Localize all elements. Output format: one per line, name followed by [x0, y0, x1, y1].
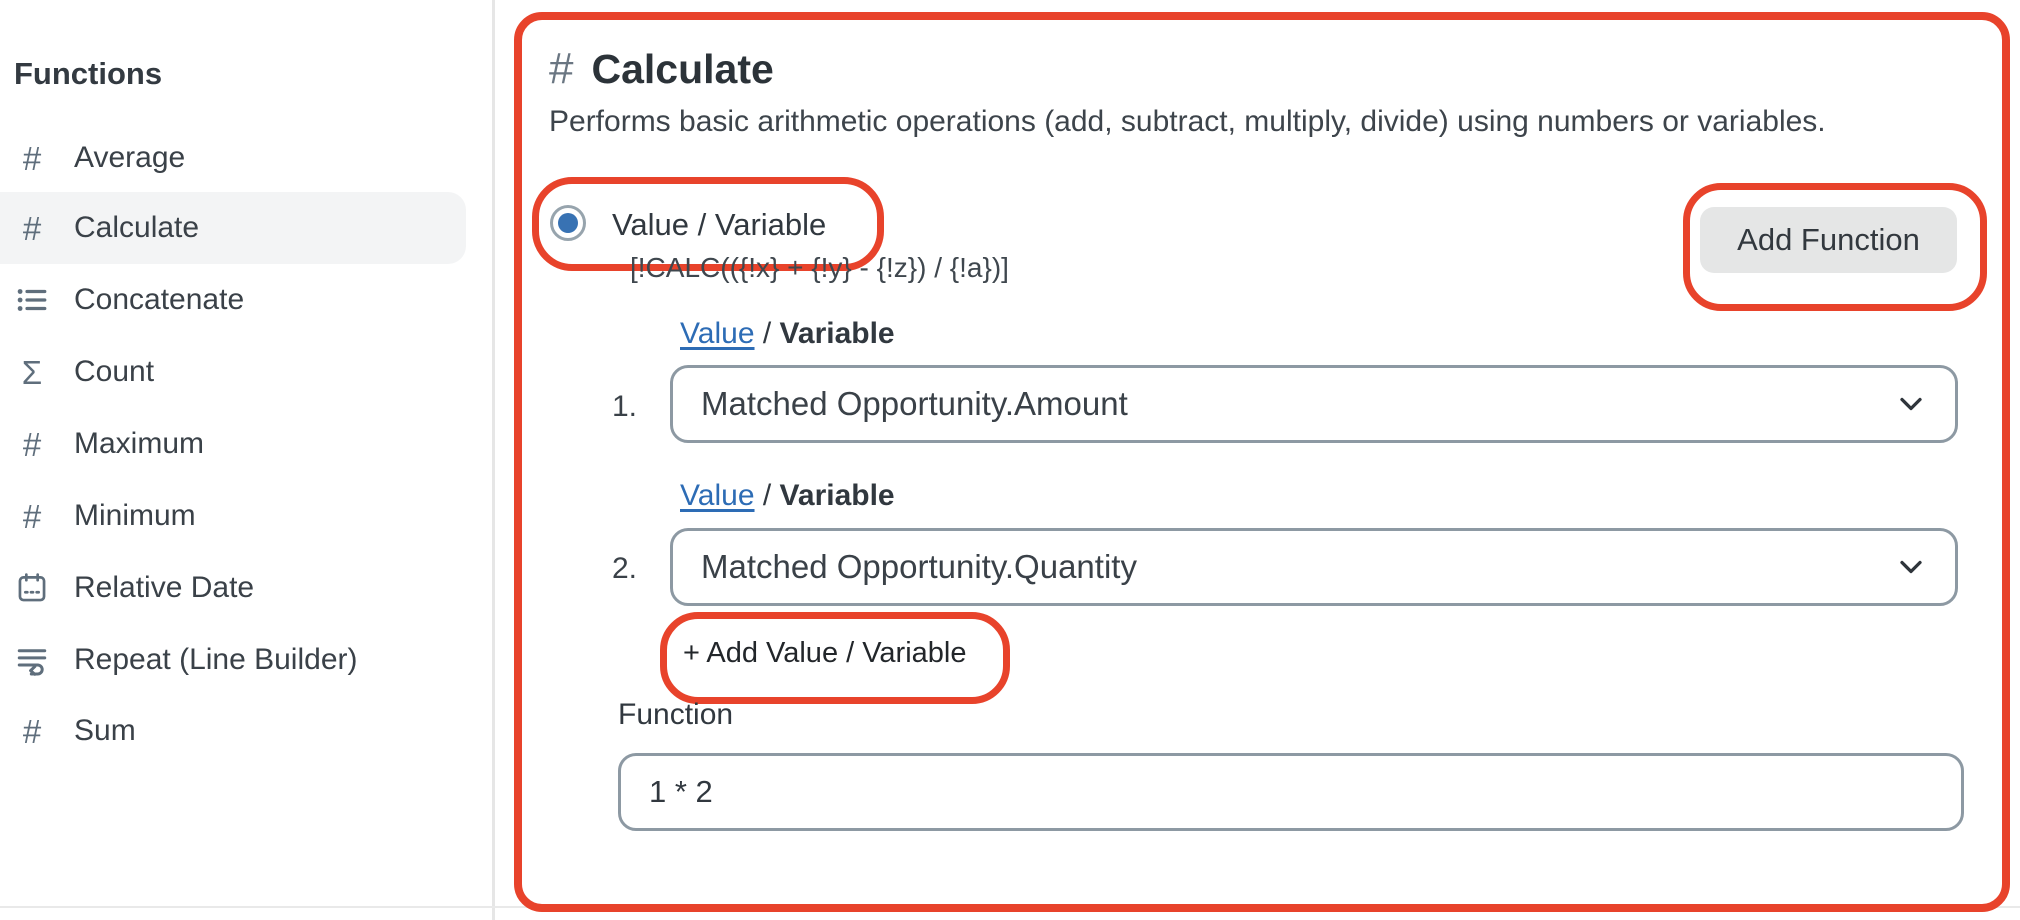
- value-select-2[interactable]: Matched Opportunity.Quantity: [670, 528, 1958, 606]
- list-icon: [14, 282, 50, 318]
- sidebar-item-label: Sum: [74, 714, 136, 747]
- hash-glyph: #: [22, 209, 42, 247]
- variable-label: Variable: [779, 317, 895, 350]
- sidebar-item-label: Repeat (Line Builder): [74, 643, 358, 676]
- hash-icon: #: [14, 426, 50, 462]
- radio-selected-dot: [558, 213, 578, 233]
- bottom-divider: [0, 906, 2020, 908]
- chevron-down-icon: [1893, 386, 1929, 422]
- sidebar-item-label: Average: [74, 141, 186, 174]
- hash-icon: #: [549, 44, 574, 93]
- selected-value: Matched Opportunity.Amount: [701, 385, 1128, 422]
- sidebar-item-count[interactable]: Σ Count: [0, 336, 466, 408]
- page-title-text: Calculate: [591, 46, 774, 92]
- value-link[interactable]: Value: [680, 317, 755, 350]
- sidebar-title: Functions: [14, 56, 163, 91]
- selected-value: Matched Opportunity.Quantity: [701, 548, 1137, 585]
- add-value-variable-link[interactable]: + Add Value / Variable: [683, 637, 967, 669]
- value-link[interactable]: Value: [680, 479, 755, 512]
- sidebar-item-concatenate[interactable]: Concatenate: [0, 264, 466, 336]
- sidebar-item-label: Count: [74, 355, 155, 388]
- sigma-icon: Σ: [14, 354, 50, 390]
- chevron-down-icon: [1893, 549, 1929, 585]
- value-select-1[interactable]: Matched Opportunity.Amount: [670, 365, 1958, 443]
- sigma-glyph: Σ: [21, 353, 43, 391]
- repeat-icon: [14, 642, 50, 678]
- value-variable-label: Value / Variable: [680, 317, 895, 351]
- function-input[interactable]: [618, 753, 1964, 831]
- sidebar-item-label: Calculate: [74, 211, 200, 244]
- hash-glyph: #: [22, 425, 42, 463]
- function-description: Performs basic arithmetic operations (ad…: [549, 105, 1826, 138]
- label-separator: /: [754, 479, 780, 512]
- variable-label: Variable: [779, 479, 895, 512]
- hash-icon: #: [14, 713, 50, 749]
- row-number: 2.: [612, 552, 638, 585]
- row-number: 1.: [612, 390, 638, 423]
- sidebar-divider: [492, 0, 495, 920]
- sidebar-item-calculate[interactable]: # Calculate: [0, 192, 466, 264]
- value-variable-radio-label[interactable]: Value / Variable: [612, 207, 827, 242]
- hash-glyph: #: [22, 712, 42, 750]
- sidebar-item-maximum[interactable]: # Maximum: [0, 408, 466, 480]
- formula-syntax: [!CALC(({!x} + {!y} - {!z}) / {!a})]: [630, 252, 1009, 283]
- hash-icon: #: [14, 210, 50, 246]
- sidebar-item-label: Relative Date: [74, 571, 255, 604]
- calendar-icon: [14, 570, 50, 606]
- hash-glyph: #: [22, 497, 42, 535]
- value-variable-label: Value / Variable: [680, 479, 895, 513]
- sidebar-item-minimum[interactable]: # Minimum: [0, 480, 466, 552]
- hash-glyph: #: [22, 139, 42, 177]
- hash-icon: #: [14, 140, 50, 176]
- sidebar-item-label: Maximum: [74, 427, 205, 460]
- sidebar-item-average[interactable]: # Average: [0, 122, 466, 194]
- page-title: # Calculate: [549, 44, 774, 94]
- hash-icon: #: [14, 498, 50, 534]
- sidebar-item-repeat-line-builder[interactable]: Repeat (Line Builder): [0, 624, 466, 696]
- add-function-button[interactable]: Add Function: [1700, 207, 1957, 273]
- value-variable-radio[interactable]: [550, 205, 586, 241]
- sidebar-item-label: Concatenate: [74, 283, 245, 316]
- sidebar-item-label: Minimum: [74, 499, 196, 532]
- function-field-label: Function: [618, 698, 734, 731]
- sidebar-item-relative-date[interactable]: Relative Date: [0, 552, 466, 624]
- label-separator: /: [754, 317, 780, 350]
- sidebar-item-sum[interactable]: # Sum: [0, 695, 466, 767]
